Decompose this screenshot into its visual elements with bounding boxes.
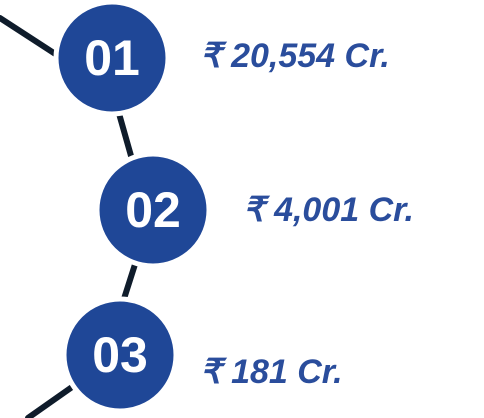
step-amount: ₹ 20,554 Cr. — [200, 37, 390, 75]
step-amount: ₹ 4,001 Cr. — [243, 191, 414, 229]
step-circle — [53, 0, 171, 117]
step: 02 ₹ 4,001 Cr. — [94, 151, 414, 269]
step: 03 ₹ 181 Cr. — [61, 296, 343, 414]
step-number: 01 — [84, 30, 140, 86]
step-amount: ₹ 181 Cr. — [200, 353, 343, 391]
step-circle — [61, 296, 179, 414]
step-number: 03 — [92, 327, 148, 383]
step-circle — [94, 151, 212, 269]
step: 01 ₹ 20,554 Cr. — [53, 0, 390, 117]
step-number: 02 — [125, 182, 181, 238]
